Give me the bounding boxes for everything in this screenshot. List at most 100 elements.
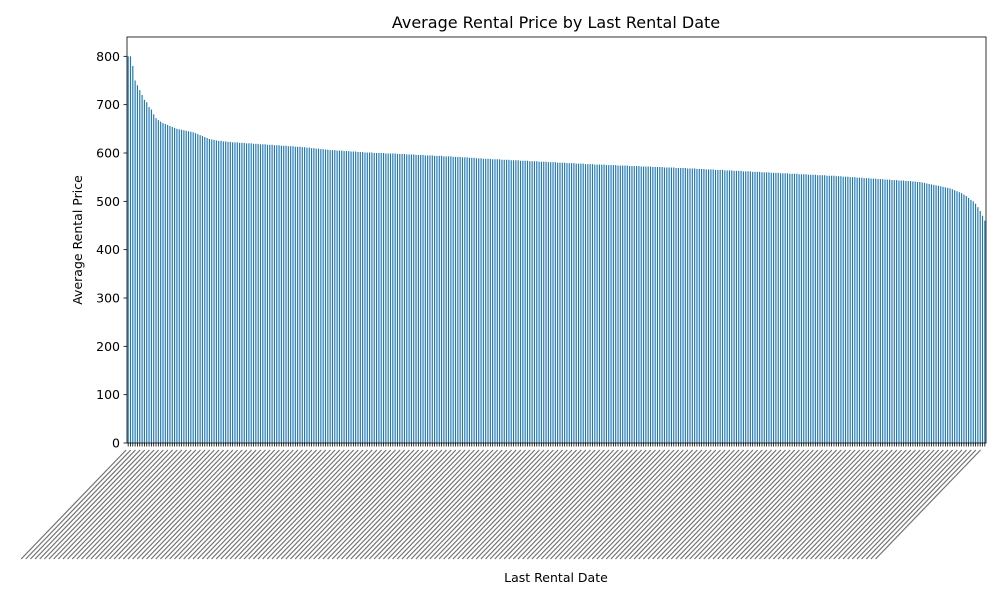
bar (478, 158, 480, 443)
bar (884, 179, 886, 443)
bar (847, 176, 849, 443)
x-tick-label-overlap (615, 449, 721, 560)
bar (752, 171, 754, 443)
bar (517, 160, 519, 443)
x-tick-label-overlap (132, 449, 239, 560)
bar (522, 160, 524, 444)
x-tick-label-overlap (48, 449, 155, 560)
bar (903, 180, 905, 444)
bar (805, 174, 807, 443)
x-tick-label-overlap (206, 449, 313, 560)
bar (803, 174, 805, 443)
bar (956, 191, 958, 443)
y-tick-label: 400 (96, 242, 120, 257)
x-tick-label-overlap (30, 449, 136, 560)
bar (468, 157, 471, 443)
bar (447, 156, 450, 443)
bar (382, 153, 385, 443)
x-tick-label-overlap (53, 449, 160, 560)
bar (661, 167, 663, 443)
bar (359, 152, 361, 443)
x-tick-label-overlap (684, 449, 791, 560)
bar (789, 173, 791, 443)
x-tick-label-overlap (540, 449, 647, 560)
bar (366, 152, 368, 443)
bar (225, 141, 227, 443)
bar (564, 162, 566, 444)
x-tick-label-overlap (508, 449, 615, 560)
x-tick-label-overlap (875, 449, 981, 560)
y-tick-label: 500 (96, 194, 120, 209)
x-tick-label-overlap (57, 449, 164, 560)
bar (287, 146, 289, 444)
bar (793, 173, 796, 443)
bar (371, 152, 373, 443)
bar (766, 172, 768, 443)
x-tick-label-overlap (824, 449, 930, 560)
x-tick-label-overlap (262, 449, 369, 560)
bar (782, 173, 784, 444)
bar (445, 156, 447, 443)
x-tick-label-overlap (438, 449, 545, 560)
bar (954, 190, 956, 443)
bar (889, 179, 891, 443)
bar (355, 151, 357, 444)
x-tick-label-overlap (745, 449, 851, 560)
bar (638, 166, 640, 444)
bar (759, 171, 761, 443)
bar (375, 153, 378, 443)
bar (329, 150, 331, 443)
x-tick-label-overlap (215, 449, 322, 560)
bar (452, 156, 454, 443)
bar (178, 129, 180, 443)
bar (508, 159, 510, 443)
x-tick-label-overlap (591, 449, 698, 560)
bar (958, 192, 960, 443)
x-tick-label-overlap (317, 449, 424, 560)
bar (529, 161, 531, 443)
bar (283, 145, 285, 443)
bar (705, 169, 707, 443)
x-tick-label-overlap (461, 449, 568, 560)
bar (369, 152, 371, 443)
bar (756, 171, 758, 443)
x-tick-label-overlap (680, 449, 786, 560)
x-tick-label-overlap (712, 449, 819, 560)
bar (668, 167, 670, 443)
bar (779, 173, 782, 444)
bar (724, 170, 726, 443)
bar (923, 182, 926, 443)
bar (524, 160, 526, 444)
x-tick-label-overlap (517, 449, 624, 560)
bar (824, 175, 826, 444)
bar (547, 162, 549, 443)
bar (640, 166, 642, 443)
x-tick-label-overlap (271, 449, 378, 560)
bar (427, 155, 429, 444)
x-tick-label-overlap (433, 449, 540, 560)
x-tick-label-overlap (341, 449, 447, 560)
x-tick-label-overlap (763, 449, 870, 560)
bar (336, 150, 338, 443)
bar (573, 163, 575, 443)
x-tick-label-overlap (67, 449, 174, 560)
bar (775, 172, 777, 443)
bar (965, 196, 967, 443)
bar (819, 175, 821, 444)
bar (218, 140, 220, 444)
x-tick-label-overlap (299, 449, 406, 560)
x-tick-label-overlap (39, 449, 146, 560)
x-tick-label-overlap (266, 449, 373, 560)
bar (127, 56, 129, 443)
x-tick-label-overlap (276, 449, 382, 560)
bar (840, 176, 842, 443)
bar (926, 183, 928, 443)
bar (842, 176, 844, 443)
bar (489, 158, 491, 444)
x-tick-label-overlap (368, 449, 475, 560)
x-tick-label-overlap (396, 449, 503, 560)
bar (257, 143, 259, 443)
bar (394, 153, 396, 444)
bar (536, 161, 538, 443)
bar (306, 147, 308, 443)
